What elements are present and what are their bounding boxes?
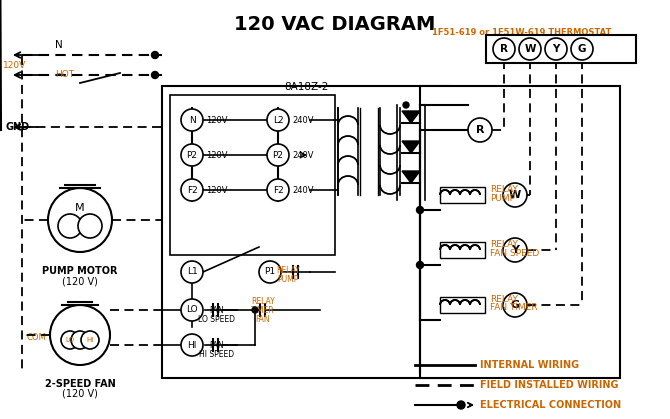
Text: G: G xyxy=(511,300,519,310)
Circle shape xyxy=(181,144,203,166)
Circle shape xyxy=(503,238,527,262)
Circle shape xyxy=(61,331,79,349)
Circle shape xyxy=(503,293,527,317)
Circle shape xyxy=(503,183,527,207)
Circle shape xyxy=(259,261,281,283)
Circle shape xyxy=(267,109,289,131)
Text: L1: L1 xyxy=(187,267,198,277)
Text: F2: F2 xyxy=(187,186,198,194)
Text: HOT: HOT xyxy=(55,70,74,79)
Text: PUMP: PUMP xyxy=(277,275,299,284)
Text: 240V: 240V xyxy=(292,186,314,194)
Text: 120 VAC DIAGRAM: 120 VAC DIAGRAM xyxy=(234,15,436,34)
Text: FAN TIMER: FAN TIMER xyxy=(490,303,537,313)
Text: LO SPEED: LO SPEED xyxy=(198,315,235,324)
Text: Y: Y xyxy=(511,245,519,255)
Circle shape xyxy=(58,214,82,238)
Text: F2: F2 xyxy=(273,186,283,194)
Bar xyxy=(162,86,450,378)
Text: ELECTRICAL CONNECTION: ELECTRICAL CONNECTION xyxy=(480,400,621,410)
Circle shape xyxy=(417,207,423,214)
Text: M: M xyxy=(75,203,85,213)
Circle shape xyxy=(267,179,289,201)
Text: TIMER: TIMER xyxy=(251,306,275,315)
Text: LO: LO xyxy=(186,305,198,315)
Text: 120V: 120V xyxy=(206,150,228,160)
Circle shape xyxy=(151,72,159,78)
Text: Y: Y xyxy=(552,44,559,54)
Text: 120V: 120V xyxy=(206,116,228,124)
Circle shape xyxy=(403,102,409,108)
Bar xyxy=(440,187,485,203)
Circle shape xyxy=(519,38,541,60)
Text: N: N xyxy=(55,40,63,50)
Circle shape xyxy=(545,38,567,60)
Text: RELAY: RELAY xyxy=(490,240,518,248)
Text: PUMP MOTOR: PUMP MOTOR xyxy=(42,266,118,276)
Circle shape xyxy=(493,38,515,60)
Circle shape xyxy=(78,214,102,238)
Text: R: R xyxy=(500,44,508,54)
Text: N: N xyxy=(189,116,196,124)
Text: RELAY: RELAY xyxy=(490,295,518,303)
Circle shape xyxy=(71,331,89,349)
Text: HI SPEED: HI SPEED xyxy=(200,350,234,359)
Circle shape xyxy=(267,144,289,166)
Text: COM: COM xyxy=(26,333,46,341)
Circle shape xyxy=(50,305,110,365)
Text: GND: GND xyxy=(5,122,29,132)
Text: PUMP: PUMP xyxy=(490,194,515,202)
Polygon shape xyxy=(402,141,420,153)
Text: HI: HI xyxy=(86,337,94,343)
Text: 120V: 120V xyxy=(206,186,228,194)
Text: 120V: 120V xyxy=(3,60,26,70)
Polygon shape xyxy=(402,171,420,183)
Bar xyxy=(170,95,335,255)
Text: P2: P2 xyxy=(273,150,283,160)
Circle shape xyxy=(151,52,159,59)
Circle shape xyxy=(417,261,423,269)
Text: W: W xyxy=(509,190,521,200)
Circle shape xyxy=(181,179,203,201)
Circle shape xyxy=(571,38,593,60)
Circle shape xyxy=(181,261,203,283)
Text: L2: L2 xyxy=(273,116,283,124)
Circle shape xyxy=(252,307,258,313)
Circle shape xyxy=(181,334,203,356)
Text: G: G xyxy=(578,44,586,54)
Text: RELAY: RELAY xyxy=(276,266,300,275)
Text: 1F51-619 or 1F51W-619 THERMOSTAT: 1F51-619 or 1F51W-619 THERMOSTAT xyxy=(432,28,612,37)
Text: 2-SPEED FAN: 2-SPEED FAN xyxy=(45,379,115,389)
Text: FIELD INSTALLED WIRING: FIELD INSTALLED WIRING xyxy=(480,380,618,390)
Polygon shape xyxy=(402,111,420,123)
Text: (120 V): (120 V) xyxy=(62,276,98,286)
Text: FAN: FAN xyxy=(256,315,270,324)
Text: HI: HI xyxy=(188,341,197,349)
Text: 240V: 240V xyxy=(292,150,314,160)
Circle shape xyxy=(81,331,99,349)
Bar xyxy=(440,297,485,313)
Text: FAN SPEED: FAN SPEED xyxy=(490,248,539,258)
Text: LO: LO xyxy=(66,337,74,343)
Text: 240V: 240V xyxy=(292,116,314,124)
Text: W: W xyxy=(524,44,536,54)
Text: R: R xyxy=(476,125,484,135)
Text: RELAY: RELAY xyxy=(251,297,275,306)
Text: 8A18Z-2: 8A18Z-2 xyxy=(284,82,328,92)
Text: FAN: FAN xyxy=(210,341,224,350)
Text: P2: P2 xyxy=(186,150,198,160)
Text: P1: P1 xyxy=(265,267,275,277)
Circle shape xyxy=(48,188,112,252)
Bar xyxy=(440,242,485,258)
Bar xyxy=(420,86,620,378)
Text: (120 V): (120 V) xyxy=(62,389,98,399)
Circle shape xyxy=(457,401,465,409)
Bar xyxy=(486,35,636,63)
Text: RELAY: RELAY xyxy=(490,184,518,194)
Text: INTERNAL WIRING: INTERNAL WIRING xyxy=(480,360,579,370)
Circle shape xyxy=(181,299,203,321)
Text: FAN: FAN xyxy=(210,306,224,315)
Circle shape xyxy=(181,109,203,131)
Circle shape xyxy=(468,118,492,142)
